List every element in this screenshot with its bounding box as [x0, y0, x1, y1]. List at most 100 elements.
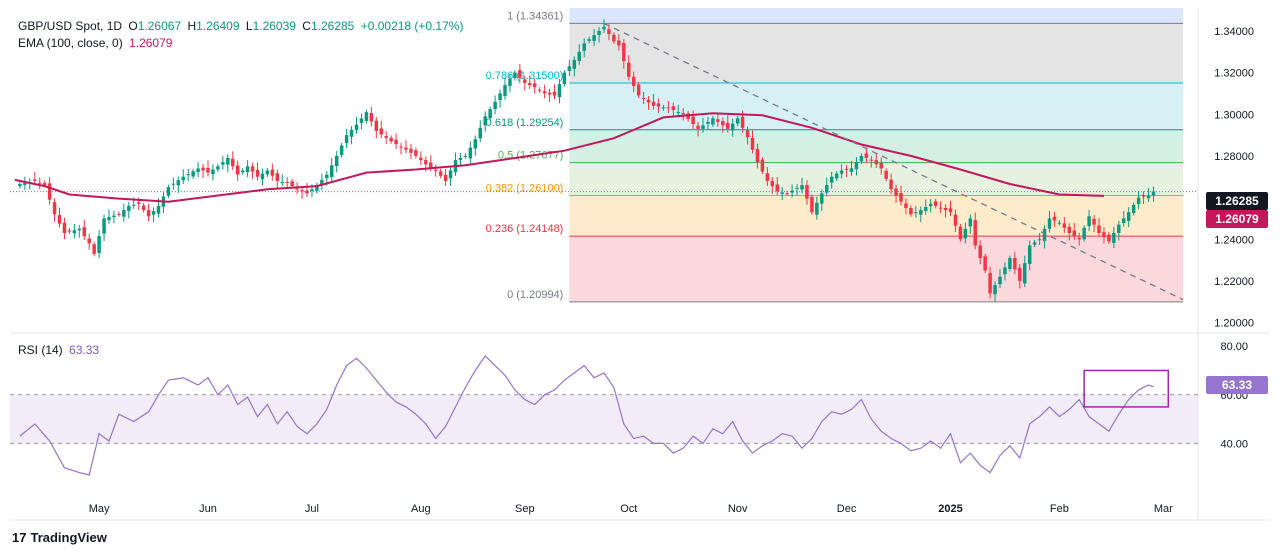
candle-body	[117, 213, 121, 215]
candle-body	[943, 208, 948, 211]
candle-body	[958, 226, 963, 240]
candle-body	[1037, 239, 1042, 241]
candle-body	[532, 83, 537, 88]
candle-body	[988, 273, 992, 294]
fib-zone-1	[569, 83, 1184, 130]
candle-body	[255, 169, 260, 177]
candle-body	[1027, 245, 1032, 265]
candle-body	[334, 155, 339, 167]
candle-body	[404, 147, 408, 150]
candle-body	[770, 180, 775, 187]
candle-body	[879, 162, 883, 169]
candle-body	[52, 202, 57, 215]
time-tick-label: 2025	[938, 503, 962, 515]
ohlc-header: GBP/USD Spot, 1D O1.26067 H1.26409 L1.26…	[18, 19, 466, 33]
candle-body	[948, 208, 953, 213]
price-tick-label: 1.30000	[1214, 109, 1254, 121]
candle-body	[473, 139, 478, 149]
candle-body	[711, 118, 715, 125]
candle-body	[904, 203, 908, 208]
high-label: H	[187, 19, 197, 33]
candle-body	[542, 91, 547, 94]
price-tick-label: 1.24000	[1214, 234, 1254, 246]
candle-body	[344, 135, 349, 143]
candle-body	[849, 168, 854, 172]
candle-body	[963, 228, 968, 239]
candle-body	[661, 107, 666, 109]
candle-body	[389, 137, 393, 142]
price-tick-label: 1.34000	[1214, 26, 1254, 38]
candle-body	[67, 230, 72, 232]
candle-body	[315, 185, 319, 191]
candle-body	[136, 202, 141, 204]
candle-body	[696, 125, 700, 129]
candle-body	[181, 176, 185, 181]
fib-level-label: 1 (1.34361)	[507, 10, 563, 22]
candle-body	[666, 107, 671, 109]
footer-brand[interactable]: 17 TradingView	[12, 530, 107, 545]
candle-body	[107, 217, 111, 221]
low-label: L	[245, 19, 253, 33]
candle-body	[889, 179, 893, 190]
brand-name: TradingView	[30, 530, 107, 545]
candle-body	[839, 170, 844, 174]
candle-body	[62, 222, 67, 233]
candle-body	[716, 119, 720, 122]
candle-body	[97, 236, 101, 253]
candle-body	[1082, 227, 1086, 240]
candle-body	[567, 66, 572, 71]
fib-zone-4	[569, 195, 1184, 237]
candle-body	[760, 159, 765, 172]
candle-body	[854, 162, 859, 170]
candle-body	[572, 60, 577, 69]
time-tick-label: Sep	[515, 503, 535, 515]
candle-body	[1136, 197, 1141, 205]
candle-body	[518, 70, 522, 78]
fib-zone-3	[569, 162, 1184, 196]
candle-body	[557, 84, 562, 98]
ema-value: 1.26079	[129, 36, 173, 50]
candle-body	[523, 79, 527, 83]
ema-price-tag: 1.26079	[1206, 210, 1268, 228]
candle-body	[790, 190, 794, 193]
candle-body	[498, 93, 502, 101]
candle-body	[72, 230, 77, 234]
candle-body	[1151, 191, 1156, 196]
candle-body	[1032, 242, 1037, 245]
ema-line	[14, 112, 1105, 203]
candle-body	[706, 121, 710, 124]
candle-body	[448, 170, 453, 179]
candle-body	[587, 39, 591, 41]
time-tick-label: Dec	[837, 503, 857, 515]
candle-body	[983, 256, 987, 271]
candle-body	[607, 29, 611, 35]
candle-body	[597, 30, 601, 36]
candle-body	[1008, 258, 1012, 270]
rsi-header: RSI (14) 63.33	[18, 343, 102, 357]
candle-body	[87, 238, 91, 244]
candle-body	[884, 170, 888, 179]
candle-body	[424, 160, 428, 165]
candle-body	[914, 212, 918, 214]
candle-body	[745, 130, 750, 138]
ema-header: EMA (100, close, 0) 1.26079	[18, 36, 175, 50]
candle-body	[399, 146, 403, 148]
candle-body	[750, 138, 755, 150]
candle-body	[562, 72, 567, 85]
candle-body	[810, 196, 814, 213]
candle-body	[651, 101, 656, 106]
candle-body	[721, 121, 725, 126]
candle-body	[582, 43, 586, 51]
open-value: 1.26067	[137, 19, 182, 33]
candle-body	[503, 85, 507, 96]
candle-body	[364, 112, 369, 121]
candle-body	[369, 113, 374, 122]
candle-body	[429, 162, 433, 168]
candle-body	[864, 153, 869, 158]
candle-body	[537, 89, 542, 91]
candle-body	[508, 78, 512, 86]
candle-body	[201, 167, 205, 171]
trendline	[603, 22, 1184, 301]
candle-body	[938, 207, 943, 209]
candle-body	[196, 168, 200, 173]
